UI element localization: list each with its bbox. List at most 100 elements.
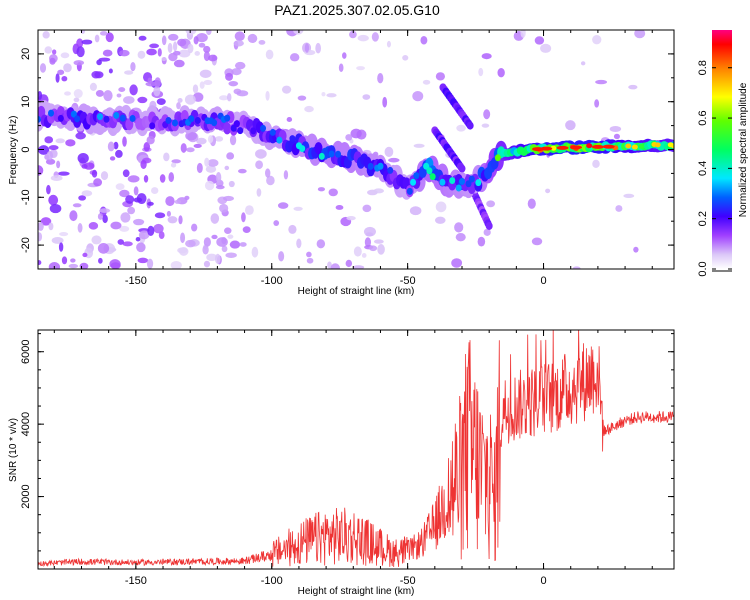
spectrogram-cell [123,96,135,104]
spectrogram-cell [283,170,289,180]
spectrogram-cell [321,91,326,97]
spectrogram-cell [91,169,98,178]
spectrogram-cell [194,117,201,125]
spectrogram-cell [174,199,182,204]
spectrogram-cell [185,239,196,248]
spectrogram-cell [55,138,65,144]
spectrogram-cell [122,241,133,247]
spectrogram-cell [187,43,194,54]
spectrogram-x-tick-label: -150 [125,275,147,287]
spectrogram-cell [531,237,543,246]
spectrogram-cell [203,260,211,268]
spectrogram-cell [234,31,245,42]
spectrogram-cell [239,242,247,247]
snr-background [38,330,674,569]
spectrogram-cell [161,35,167,46]
spectrogram-cell [108,68,113,74]
spectrogram-cell [77,223,83,233]
spectrogram-cell [122,136,127,147]
spectrogram-cell [497,68,505,78]
spectrogram-cell [61,256,68,265]
spectrogram-cell [382,96,388,108]
spectrogram-cell [435,201,447,213]
spectrogram-cell [591,144,604,149]
spectrogram-cell [133,218,145,226]
spectrogram-cell [289,135,296,143]
spectrogram-cell [206,30,212,36]
spectrogram-cell [157,48,162,57]
spectrogram-cell [177,38,187,47]
spectrogram-cell [103,90,113,102]
spectrogram-cell [118,87,126,93]
spectrogram-cell [304,43,310,53]
spectrogram-cell [168,33,179,41]
spectrogram-cell [81,190,93,197]
spectrogram-cell [103,115,110,123]
spectrogram-cell [165,116,172,124]
spectrogram-cell [224,114,231,122]
colorbar-tick-label: 0.4 [697,161,709,176]
spectrogram-cell [154,77,161,88]
spectrogram-cell [204,180,215,191]
spectrogram-cell [356,66,365,71]
spectrogram-cell [296,238,302,249]
spectrogram-cell [91,71,101,79]
spectrogram-cell [481,123,490,128]
spectrogram-cell [306,257,314,264]
spectrogram-cell [191,223,198,232]
spectrogram-x-tick-label: -100 [261,275,283,287]
spectrogram-cell [413,172,420,180]
spectrogram-cell [477,236,486,247]
spectrogram-cell [168,52,178,62]
spectrogram-cell [143,142,151,152]
spectrogram-cell [100,171,109,181]
spectrogram-cell [178,215,183,225]
spectrogram-cell [173,59,185,68]
spectrogram-cell [413,143,425,148]
spectrogram-cell [129,114,136,122]
spectrogram-cell [203,45,211,53]
spectrogram-cell [228,180,235,188]
spectrogram-cell [72,203,82,208]
spectrogram-y-tick-label: 20 [20,48,32,60]
spectrogram-cell [133,197,143,203]
snr-x-tick-label: -150 [125,575,147,587]
spectrogram-cell [225,72,234,81]
spectrogram-cell [494,154,501,162]
spectrogram-cell [214,136,224,142]
spectrogram-cell [237,127,244,135]
spectrogram-cell [69,210,78,222]
spectrogram-cell [625,143,632,149]
spectrogram-cell [293,206,303,211]
spectrogram-cell [44,136,54,144]
spectrogram-cell [153,223,164,234]
spectrogram-cell [196,137,207,145]
spectrogram-cell [225,252,237,258]
spectrogram-cell [241,212,246,223]
spectrogram-cell [154,212,166,219]
spectrogram-cell [55,73,60,83]
spectrogram-cell [349,30,357,39]
spectrogram-cell [426,167,433,175]
spectrogram-cell [99,31,108,36]
spectrogram-cell [363,226,376,237]
spectrogram-cell [210,213,220,224]
spectrogram-cell [556,145,569,150]
spectrogram-cell [286,116,293,123]
spectrogram-cell [289,53,300,62]
spectrogram-cell [176,102,181,110]
spectrogram-cell [96,59,102,66]
spectrogram-cell [57,171,70,176]
spectrogram-cell [57,69,65,75]
spectrogram-cell [238,168,247,174]
spectrogram-cell [38,90,43,100]
snr-x-axis-label: Height of straight line (km) [298,586,415,597]
spectrogram-cell [265,168,271,178]
spectrogram-cell [135,236,141,242]
spectrogram-cell [586,143,593,149]
spectrogram-cell [110,262,121,269]
spectrogram-cell [377,162,384,170]
spectrogram-cell [628,84,638,90]
spectrogram-cell [338,63,344,73]
spectrogram-cell [550,145,557,151]
